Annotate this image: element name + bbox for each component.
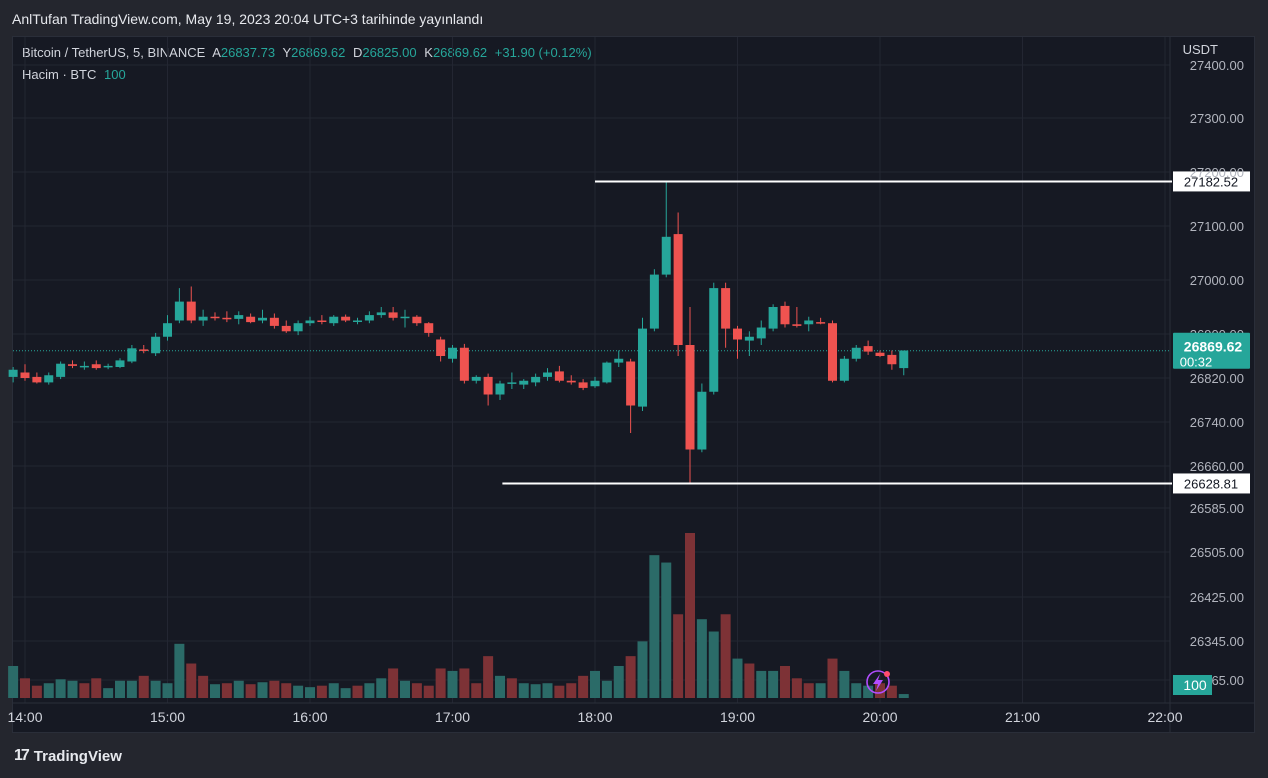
tradingview-logo[interactable]: 17 TradingView bbox=[14, 747, 122, 765]
close-key: K bbox=[424, 45, 433, 60]
high-value: 26869.62 bbox=[291, 45, 346, 60]
open-value: 26837.73 bbox=[220, 45, 276, 60]
open-key: A bbox=[212, 45, 221, 60]
close-value: 26869.62 bbox=[432, 45, 488, 60]
volume-legend: Hacim · BTC 100 bbox=[22, 67, 130, 82]
volume-value: 100 bbox=[104, 67, 126, 82]
change-value: +31.90 (+0.12%) bbox=[494, 45, 592, 60]
low-value: 26825.00 bbox=[362, 45, 417, 60]
tradingview-brand-text: TradingView bbox=[33, 747, 122, 765]
published-by-text: AnlTufan TradingView.com, May 19, 2023 2… bbox=[12, 11, 484, 27]
volume-label[interactable]: Hacim · BTC bbox=[22, 67, 97, 82]
low-key: D bbox=[353, 45, 363, 60]
symbol-legend: Bitcoin / TetherUS, 5, BINANCE A26837.73… bbox=[22, 45, 596, 60]
high-key: Y bbox=[282, 45, 292, 60]
tradingview-logo-icon: 17 bbox=[14, 747, 30, 764]
chart-frame[interactable] bbox=[12, 36, 1255, 733]
symbol-title[interactable]: Bitcoin / TetherUS, 5, BINANCE bbox=[22, 45, 206, 60]
